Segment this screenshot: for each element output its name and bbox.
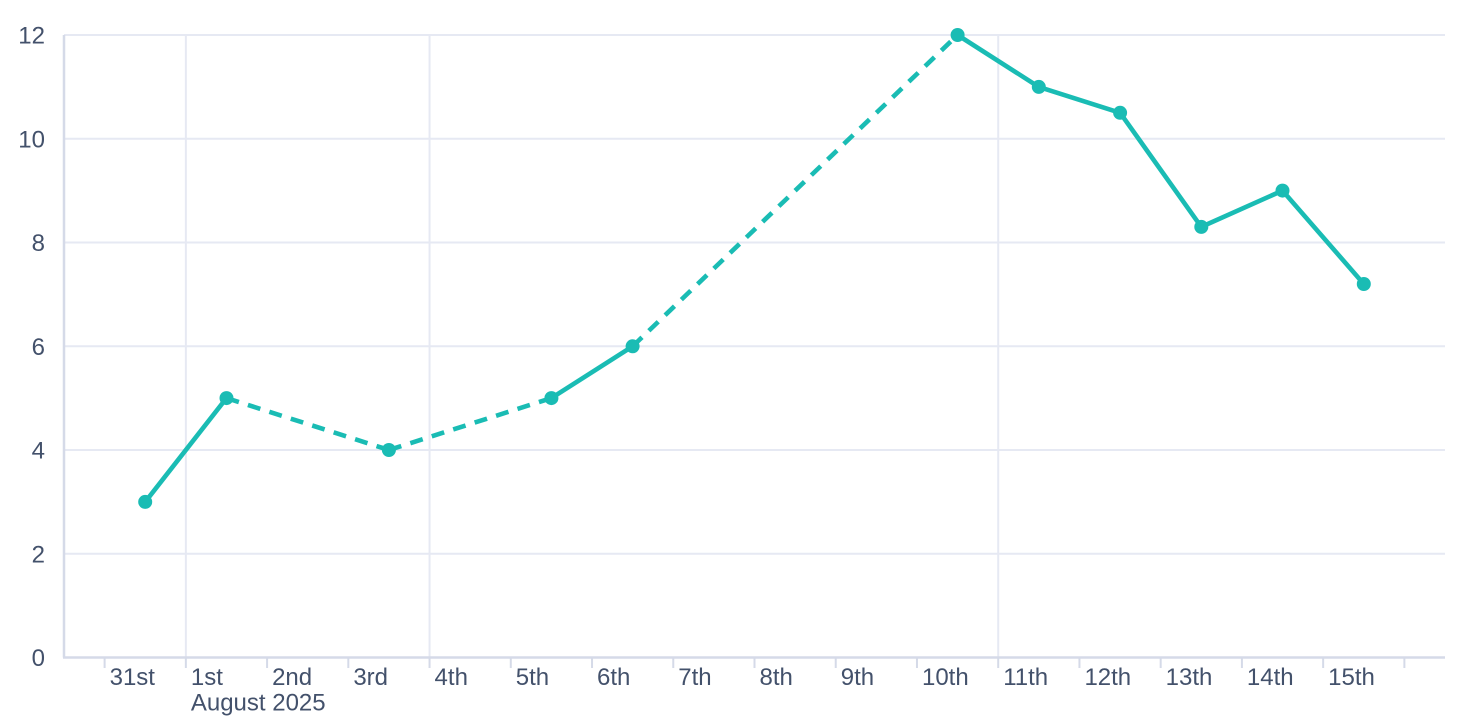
x-tick-label: 13th	[1166, 664, 1213, 691]
data-point-13th[interactable]	[1194, 219, 1209, 234]
x-tick-label: 12th	[1084, 664, 1131, 691]
data-point-6th[interactable]	[625, 339, 640, 354]
y-tick-label: 12	[18, 23, 45, 50]
series-segment-dashed	[388, 395, 553, 453]
y-tick-label: 2	[32, 541, 45, 568]
data-point-5th[interactable]	[544, 391, 559, 406]
series-segment-solid	[955, 32, 1367, 287]
x-tick-label: 7th	[678, 664, 711, 691]
series-segment-solid	[142, 395, 229, 505]
y-tick-label: 10	[18, 126, 45, 153]
data-point-1st[interactable]	[219, 391, 234, 406]
y-tick-label: 4	[32, 438, 45, 465]
x-tick-label: 4th	[435, 664, 468, 691]
data-point-3rd[interactable]	[381, 443, 396, 457]
x-tick-label: 14th	[1247, 664, 1294, 691]
series-segment-solid	[549, 343, 635, 401]
data-point-11th[interactable]	[1031, 79, 1046, 94]
x-tick-label: 9th	[841, 664, 874, 691]
data-point-31st[interactable]	[138, 494, 153, 509]
data-point-15th[interactable]	[1356, 277, 1371, 291]
x-tick-label: 1st	[191, 664, 223, 691]
y-tick-label: 8	[32, 230, 45, 257]
x-tick-label: 15th	[1328, 664, 1375, 691]
series-segment-dashed	[631, 33, 960, 348]
x-tick-label: 3rd	[353, 664, 388, 691]
data-point-14th[interactable]	[1275, 183, 1290, 198]
x-tick-label: 10th	[922, 664, 969, 691]
x-tick-label: 6th	[597, 664, 630, 691]
y-tick-label: 0	[32, 645, 45, 672]
series-segment-dashed	[225, 395, 390, 453]
data-point-10th[interactable]	[950, 28, 965, 42]
x-tick-label: 2nd	[272, 664, 312, 691]
y-tick-label: 6	[32, 334, 45, 361]
x-tick-label: 11th	[1003, 664, 1048, 691]
data-point-12th[interactable]	[1113, 105, 1128, 120]
x-tick-label: 8th	[760, 664, 793, 691]
x-tick-label: 5th	[516, 664, 549, 691]
x-tick-label: 31st	[110, 664, 156, 691]
x-axis-month-label: August 2025	[191, 690, 326, 717]
